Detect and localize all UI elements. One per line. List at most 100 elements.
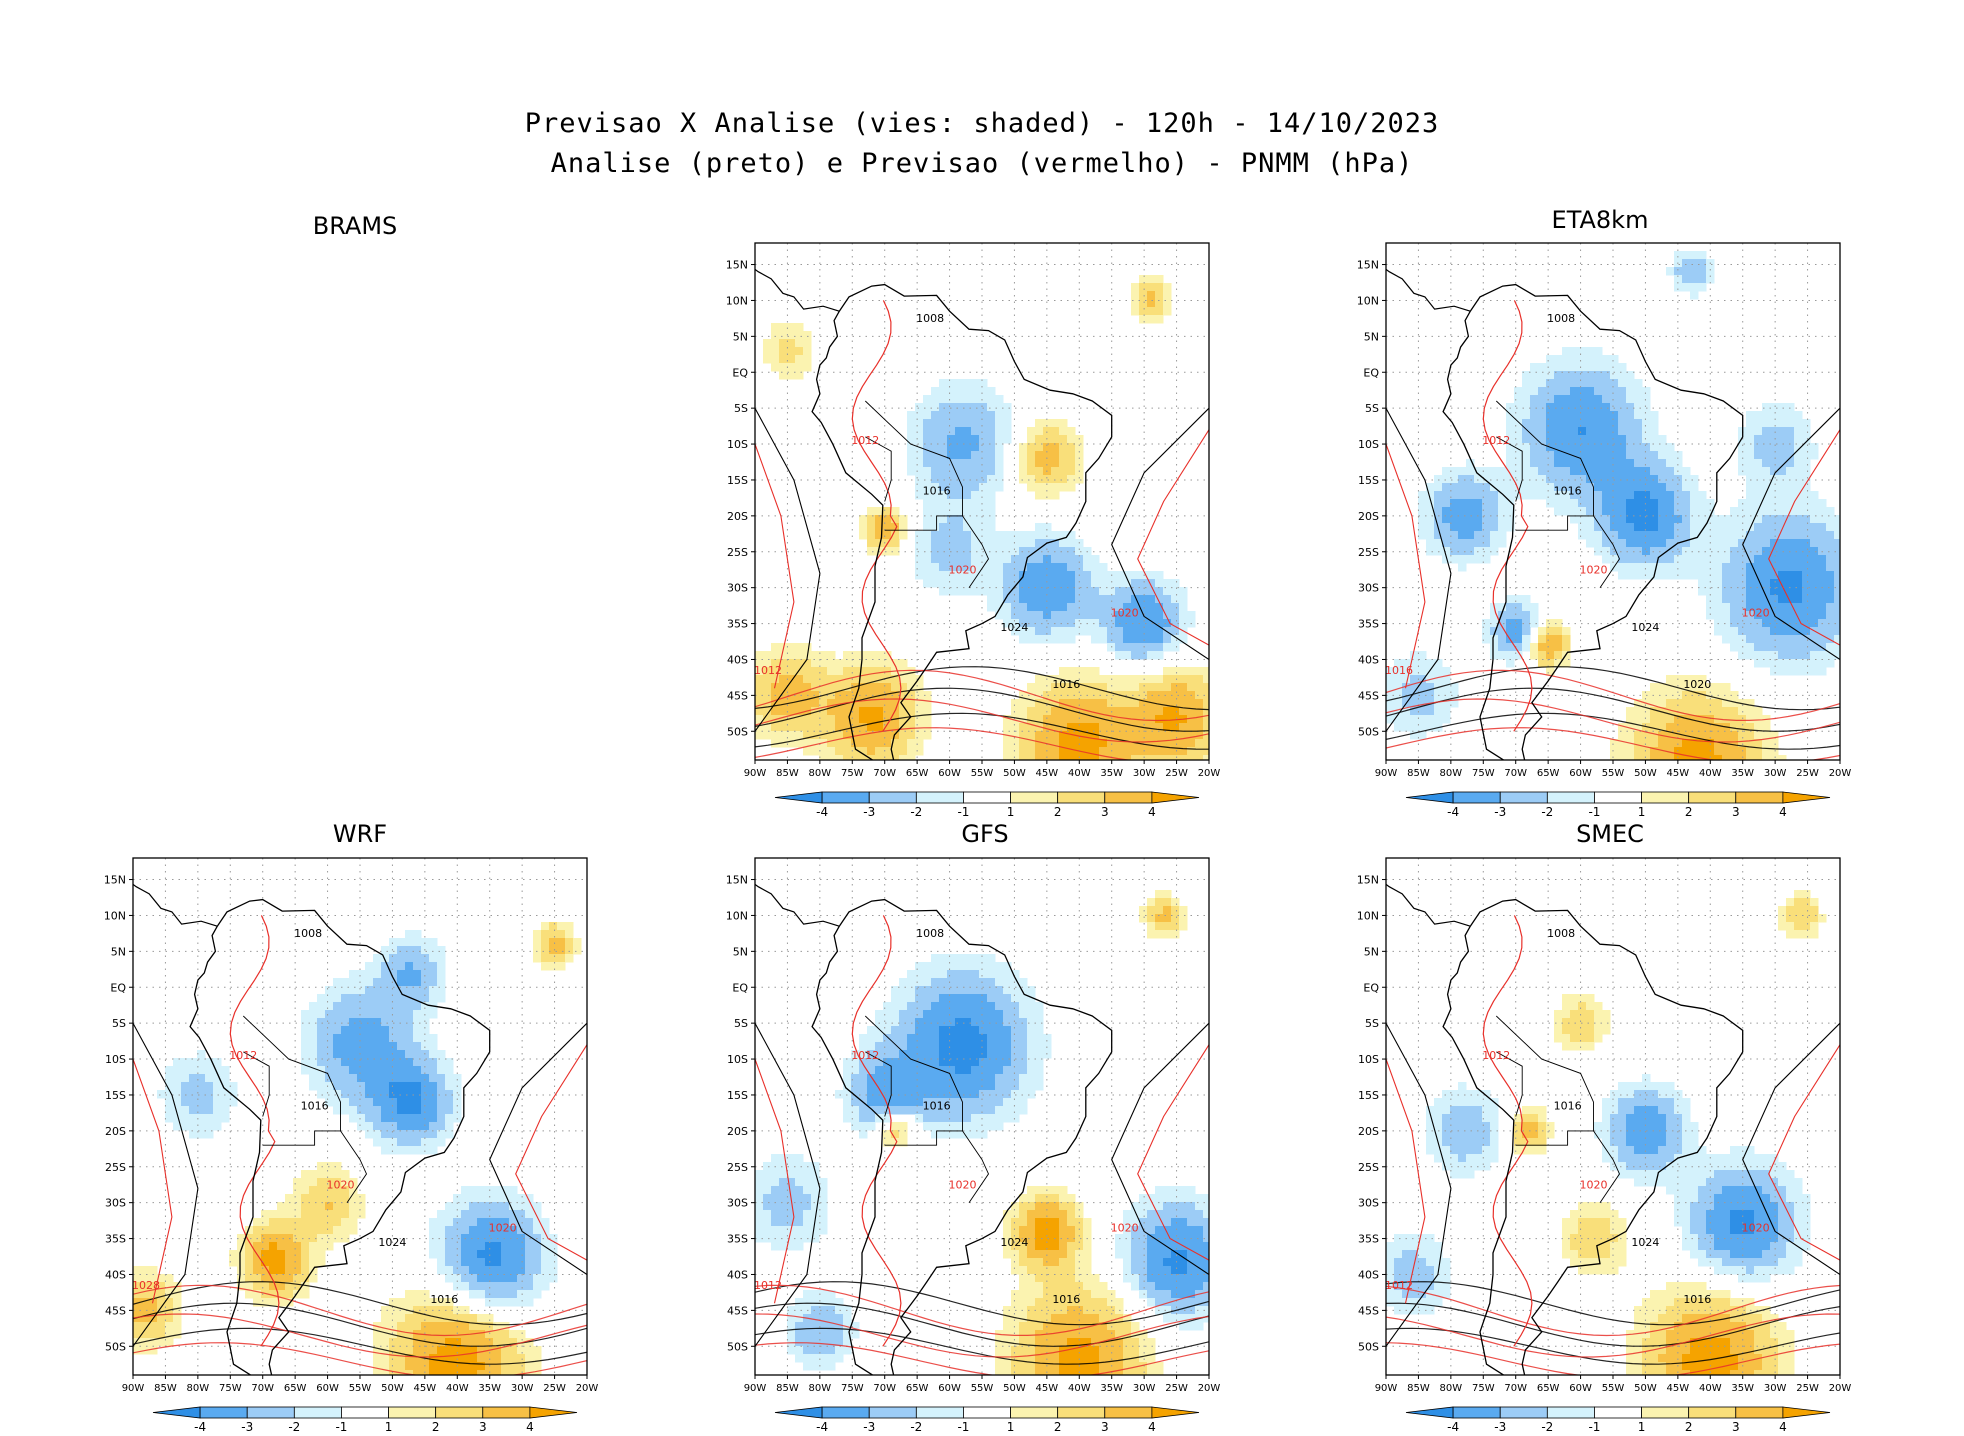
latitude-tick-label: 10N xyxy=(1357,909,1379,922)
country-border xyxy=(1515,515,1594,531)
colorbar-segment xyxy=(963,791,1011,804)
forecast-isobar xyxy=(133,1284,587,1337)
colorbar-segment xyxy=(388,1406,437,1419)
longitude-tick-label: 30W xyxy=(1133,1383,1156,1394)
latitude-tick-label: 5S xyxy=(734,1017,748,1030)
longitude-tick-label: 90W xyxy=(744,768,767,779)
latitude-tick-label: 20S xyxy=(1358,1125,1379,1138)
analysis-isobar xyxy=(133,1022,199,1347)
country-border xyxy=(262,1130,341,1146)
latitude-tick-label: 5S xyxy=(112,1017,126,1030)
longitude-tick-label: 60W xyxy=(938,1383,961,1394)
colorbar-tick-label: 4 xyxy=(1779,1420,1787,1434)
isobar-value-label: 1008 xyxy=(1547,927,1575,940)
colorbar-tick-label: -1 xyxy=(335,1420,347,1434)
country-border xyxy=(243,1051,270,1117)
longitude-tick-label: 60W xyxy=(938,768,961,779)
forecast-isobar xyxy=(1386,1342,1840,1375)
isobar-value-label: 1012 xyxy=(754,664,782,677)
isobar-value-label: 1012 xyxy=(1482,1049,1510,1062)
longitude-tick-label: 65W xyxy=(1537,1383,1560,1394)
latitude-tick-label: EQ xyxy=(732,981,748,994)
analysis-isobar xyxy=(755,1281,1209,1326)
colorbar-segment xyxy=(293,1406,342,1419)
forecast-isobar xyxy=(133,1313,587,1358)
latitude-tick-label: 45S xyxy=(727,689,748,702)
colorbar-tick-label: 3 xyxy=(1101,805,1109,819)
analysis-isobar xyxy=(755,687,1209,732)
colorbar: -4 -3 -2 -1 1 2 3 4 xyxy=(152,1406,578,1434)
longitude-tick-label: 90W xyxy=(1375,1383,1398,1394)
isobar-value-label: 1016 xyxy=(923,1099,951,1112)
isobar-value-label: 1020 xyxy=(489,1221,517,1234)
forecast-isobar xyxy=(1137,1044,1209,1261)
colorbar-tick-label: 2 xyxy=(1685,805,1693,819)
isobar-value-label: 1016 xyxy=(1683,1293,1711,1306)
latitude-tick-label: 40S xyxy=(1358,1268,1379,1281)
bias-shading xyxy=(755,890,1209,1375)
central-america-coastline xyxy=(133,858,218,927)
latitude-tick-label: 20S xyxy=(727,1125,748,1138)
longitude-tick-label: 20W xyxy=(1829,1383,1852,1394)
latitude-tick-label: 40S xyxy=(105,1268,126,1281)
latitude-tick-label: 15S xyxy=(727,474,748,487)
longitude-tick-label: 80W xyxy=(1440,768,1463,779)
colorbar-segment xyxy=(915,791,964,804)
colorbar-tick-label: -1 xyxy=(1588,1420,1600,1434)
latitude-tick-label: 40S xyxy=(727,653,748,666)
longitude-tick-label: 85W xyxy=(776,1383,799,1394)
isobar-value-label: 1012 xyxy=(1385,1279,1413,1292)
latitude-tick-label: 10N xyxy=(726,294,748,307)
analysis-isobar xyxy=(1386,687,1840,732)
bias-shading xyxy=(1386,251,1840,760)
isobar-value-label: 1020 xyxy=(949,563,977,576)
latitude-tick-label: 20S xyxy=(727,510,748,523)
country-border xyxy=(1495,400,1621,588)
colorbar-tick-label: -2 xyxy=(288,1420,300,1434)
forecast-isobar xyxy=(1482,300,1533,732)
latitude-tick-label: 50S xyxy=(727,1340,748,1353)
bias-shading xyxy=(755,275,1209,760)
latitude-tick-label: 10S xyxy=(105,1053,126,1066)
colorbar-segment xyxy=(774,1406,823,1419)
isobar-value-label: 1016 xyxy=(1052,1293,1080,1306)
isobar-value-label: 1016 xyxy=(1554,1099,1582,1112)
forecast-isobar xyxy=(755,698,1209,743)
isobar-value-label: 1020 xyxy=(1580,1178,1608,1191)
colorbar-tick-label: -2 xyxy=(1541,805,1553,819)
colorbar-tick-label: -1 xyxy=(957,805,969,819)
isobar-value-label: 1024 xyxy=(1631,621,1659,634)
latitude-tick-label: 30S xyxy=(1358,582,1379,595)
isobar-value-label: 1016 xyxy=(301,1099,329,1112)
longitude-tick-label: 25W xyxy=(1165,1383,1188,1394)
analysis-isobar xyxy=(1386,1022,1452,1347)
latitude-tick-label: 15S xyxy=(105,1089,126,1102)
isobar-value-label: 1016 xyxy=(1385,664,1413,677)
longitude-tick-label: 70W xyxy=(251,1383,274,1394)
latitude-tick-label: 10S xyxy=(1358,438,1379,451)
forecast-isobar xyxy=(1386,669,1840,721)
isobar-value-label: 1020 xyxy=(1742,606,1770,619)
isobar-value-label: 1012 xyxy=(851,434,879,447)
isobar-value-label: 1024 xyxy=(1000,621,1028,634)
isobar-value-label: 1028 xyxy=(132,1279,160,1292)
forecast-isobar xyxy=(1482,915,1533,1347)
map-panel-brams: 1008 1012 1016 1020 1024 1012 1016 1020 15N 10N 5N… xyxy=(726,242,1220,819)
panel-label-wrf: WRF xyxy=(332,820,388,848)
colorbar-segment xyxy=(1151,1406,1200,1419)
forecast-isobar xyxy=(755,1284,1209,1336)
colorbar-segment xyxy=(868,1406,917,1419)
colorbar-segment xyxy=(1057,1406,1106,1419)
longitude-tick-label: 70W xyxy=(1504,1383,1527,1394)
colorbar-segment xyxy=(1641,791,1690,804)
colorbar-segment xyxy=(1499,1406,1548,1419)
latitude-tick-label: 10N xyxy=(726,909,748,922)
isobar-value-label: 1016 xyxy=(923,484,951,497)
longitude-tick-label: 30W xyxy=(1764,768,1787,779)
analysis-isobar xyxy=(1386,666,1840,711)
latitude-tick-label: 15N xyxy=(726,259,748,272)
latitude-tick-label: 15S xyxy=(1358,474,1379,487)
analysis-isobar xyxy=(1386,1302,1840,1347)
analysis-isobar xyxy=(133,1327,587,1365)
